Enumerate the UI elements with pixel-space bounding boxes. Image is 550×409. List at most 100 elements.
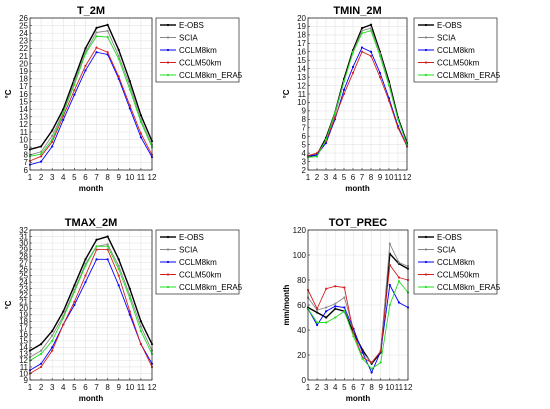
- data-point: [378, 71, 382, 74]
- data-point: [378, 54, 382, 58]
- data-point: [62, 118, 65, 121]
- data-point: [51, 138, 54, 141]
- legend-marker: [424, 73, 428, 77]
- y-tick-label: 24: [19, 278, 28, 287]
- series-line-cclm8km: [307, 283, 409, 374]
- data-point: [333, 116, 337, 119]
- data-point: [95, 26, 98, 29]
- data-point: [128, 84, 131, 87]
- y-tick-label: 14: [19, 105, 28, 114]
- series-line-e-obs: [29, 24, 153, 151]
- y-tick-label: 24: [19, 29, 28, 38]
- x-tick-label: 6: [83, 383, 88, 392]
- data-point: [370, 371, 373, 374]
- y-tick-label: 26: [19, 14, 28, 23]
- y-tick-label: 20: [19, 59, 28, 68]
- x-tick-label: 11: [395, 383, 404, 392]
- data-point: [325, 306, 328, 309]
- legend-marker: [424, 273, 428, 276]
- y-tick-label: 32: [19, 226, 28, 235]
- data-point: [369, 23, 373, 26]
- legend-label: SCIA: [179, 33, 198, 42]
- legend-label: CCLM8km_ERA5: [179, 283, 243, 292]
- legend-marker: [166, 23, 170, 27]
- data-point: [360, 50, 364, 53]
- y-tick-label: 18: [297, 31, 306, 40]
- data-point: [370, 367, 373, 370]
- y-tick-label: 17: [19, 324, 28, 333]
- legend-marker: [424, 23, 428, 27]
- x-tick-label: 12: [148, 173, 157, 182]
- x-tick-label: 10: [385, 173, 394, 182]
- data-point: [95, 238, 98, 241]
- legend: E-OBS SCIA CCLM8km CCLM50km CCLM8km_ERA5: [155, 17, 243, 83]
- data-point: [39, 365, 43, 369]
- data-point: [369, 29, 373, 32]
- legend-marker: [166, 248, 170, 251]
- data-point: [139, 343, 143, 346]
- x-tick-label: 8: [369, 173, 374, 182]
- data-point: [128, 297, 131, 300]
- data-point: [334, 302, 337, 305]
- data-point: [370, 361, 373, 364]
- series-line-e-obs: [307, 23, 408, 158]
- x-tick-label: 1: [28, 383, 33, 392]
- data-point: [333, 111, 337, 114]
- y-tick-label: 12: [19, 120, 28, 129]
- y-tick-label: 8: [24, 151, 29, 160]
- y-axis-label: °C: [282, 89, 291, 98]
- y-tick-label: 15: [19, 337, 28, 346]
- data-point: [388, 242, 391, 245]
- y-tick-label: 12: [19, 356, 28, 365]
- x-tick-label: 1: [28, 173, 33, 182]
- data-point: [73, 290, 76, 294]
- x-tick-label: 3: [324, 173, 329, 182]
- x-tick-label: 10: [125, 173, 134, 182]
- x-tick-label: 1: [306, 383, 311, 392]
- x-tick-label: 12: [404, 383, 413, 392]
- data-point: [387, 99, 391, 102]
- y-tick-label: 11: [298, 90, 307, 99]
- y-tick-label: 11: [20, 128, 29, 137]
- x-tick-label: 9: [117, 173, 122, 182]
- legend-label: E-OBS: [179, 21, 204, 30]
- legend-label: SCIA: [437, 33, 456, 42]
- x-tick-label: 6: [351, 173, 356, 182]
- data-point: [139, 329, 143, 333]
- x-axis-label: month: [345, 184, 370, 193]
- y-tick-label: 12: [297, 81, 306, 90]
- data-point: [39, 155, 43, 158]
- data-point: [334, 316, 337, 319]
- data-point: [62, 310, 65, 313]
- data-point: [84, 47, 87, 50]
- data-point: [117, 274, 120, 277]
- y-axis-label: °C: [4, 89, 13, 98]
- data-point: [95, 46, 98, 49]
- legend-marker: [166, 285, 170, 289]
- data-point: [315, 152, 319, 155]
- y-tick-label: 9: [24, 376, 29, 385]
- y-tick-label: 21: [19, 52, 28, 61]
- x-tick-label: 10: [125, 383, 134, 392]
- y-tick-label: 11: [20, 363, 29, 372]
- legend-marker: [424, 235, 428, 239]
- data-point: [352, 335, 355, 338]
- data-point: [106, 35, 109, 39]
- y-tick-label: 10: [297, 98, 306, 107]
- data-point: [95, 258, 98, 261]
- legend-label: CCLM50km: [179, 58, 222, 67]
- data-point: [315, 321, 319, 324]
- data-point: [397, 280, 401, 283]
- data-point: [324, 138, 328, 141]
- data-point: [51, 334, 54, 337]
- y-tick-label: 6: [302, 132, 307, 141]
- series-line-cclm50km: [307, 263, 409, 364]
- y-axis-label: °C: [4, 300, 13, 309]
- x-tick-label: 6: [83, 173, 88, 182]
- y-tick-label: 26: [19, 265, 28, 274]
- data-point: [352, 331, 355, 334]
- data-point: [315, 155, 319, 158]
- data-point: [334, 285, 337, 288]
- data-point: [342, 88, 346, 91]
